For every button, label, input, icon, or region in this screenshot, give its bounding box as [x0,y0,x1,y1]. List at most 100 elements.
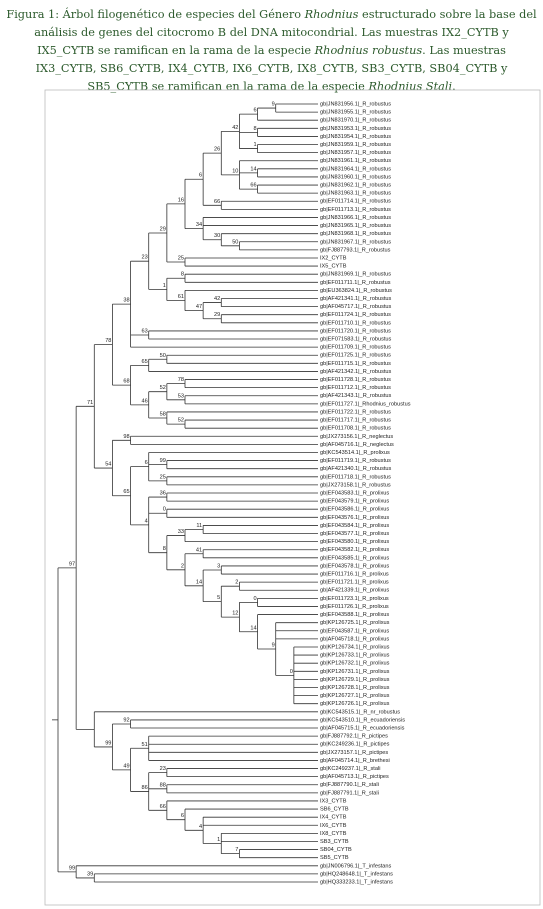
bootstrap-value: 88 [160,782,166,788]
bootstrap-value: 23 [141,255,147,261]
bootstrap-value: 11 [196,523,202,529]
leaf-label: gb|EF011724.1|_R_robustus [320,312,391,318]
leaf-label: IX4_CYTB [320,815,347,821]
bootstrap-value: 29 [160,226,166,232]
caption-text: estructurado sobre la base del análisis … [34,8,537,57]
leaf-label: gb|EF043583.1|_R_prolixus [320,490,389,496]
bootstrap-value: 2 [235,580,238,586]
bootstrap-value: 78 [105,338,111,344]
leaf-label: gb|KC249236.1|_R_pictipes [320,742,390,748]
figure-frame [44,89,541,906]
leaf-label: gb|AF421340.1|_R_robustus [320,466,392,472]
bootstrap-value: 38 [123,298,129,304]
bootstrap-value: 41 [196,547,202,553]
bootstrap-value: 52 [178,418,184,424]
leaf-label: gb|JN831963.1|_R_robustus [320,191,391,197]
bootstrap-value: 8 [181,272,184,278]
leaf-label: gb|EF011725.1|_R_robustus [320,353,391,359]
leaf-label: IX8_CYTB [320,831,347,837]
leaf-label: gb|EF011718.1|_R_robustus [320,474,391,480]
bootstrap-value: 61 [178,294,184,300]
bootstrap-value: 26 [214,147,220,153]
leaf-label: gb|EF011712.1|_R_robustus [320,385,391,391]
leaf-label: gb|EF011715.1|_R_robustus [320,361,391,367]
leaf-label: gb|KC543510.1|_R_ecuadoriensis [320,717,405,723]
leaf-label: gb|AF421341.1|_R_robustus [320,296,392,302]
caption-text: Figura 1: Árbol filogenético de especies… [6,8,305,21]
leaf-label: IX6_CYTB [320,823,347,829]
leaf-label: gb|EF043587.1|_R_prolixus [320,628,389,634]
leaf-label: IX5_CYTB [320,264,347,270]
bootstrap-value: 4 [199,824,202,830]
leaf-label: gb|FJ887791.1|_R_stali [320,790,379,796]
leaf-label: gb|AF045714.1|_R_brethesi [320,758,390,764]
leaf-label: gb|JX273157.1|_R_pictipes [320,750,388,756]
leaf-label: gb|KC543514.1|_R_prolixus [320,450,390,456]
leaf-label: SB5_CYTB [320,855,349,861]
leaf-label: gb|HQ333233.1|_T_infestans [320,879,393,885]
leaf-label: gb|FJ887793.1|_R_robustus [320,247,391,253]
bootstrap-value: 2 [181,563,184,569]
leaf-label: IX3_CYTB [320,798,347,804]
leaf-label: gb|EF043586.1|_R_prolixus [320,507,389,513]
leaf-label: gb|KP126732.1|_R_prolixus [320,661,390,667]
leaf-label: gb|KP126729.1|_R_prolixus [320,677,390,683]
leaf-label: gb|AF045713.1|_R_pictipes [320,774,389,780]
leaf-label: gb|EF011721.1|_R_prolixus [320,580,389,586]
bootstrap-value: 99 [69,865,75,871]
bootstrap-value: 10 [232,168,238,174]
leaf-label: gb|EF011713.1|_R_robustus [320,207,391,213]
leaf-label: gb|KP126733.1|_R_prolixus [320,653,390,659]
bootstrap-value: 50 [160,353,166,359]
bootstrap-value: 16 [178,197,184,203]
leaf-label: gb|EF011710.1|_R_robustus [320,320,391,326]
leaf-label: gb|EF011728.1|_R_robustus [320,377,391,383]
leaf-label: gb|JN831957.1|_R_robustus [320,150,391,156]
bootstrap-value: 46 [141,398,147,404]
bootstrap-value: 1 [163,283,166,289]
bootstrap-value: 0 [163,507,166,513]
bootstrap-value: 6 [181,813,184,819]
leaf-label: gb|AF045718.1|_R_prolixus [320,636,389,642]
leaf-label: gb|EF043588.1|_R_prolixus [320,612,389,618]
caption-text: . [452,80,456,93]
bootstrap-value: 66 [160,804,166,810]
leaf-label: gb|KP126728.1|_R_prolixus [320,685,390,691]
bootstrap-value: 39 [87,871,93,877]
leaf-label: gb|EF011716.1|_R_prolixus [320,572,389,578]
leaf-label: gb|EF043582.1|_R_prolixus [320,547,389,553]
bootstrap-value: 86 [141,785,147,791]
bootstrap-value: 97 [69,561,75,567]
bootstrap-value: 65 [141,359,147,365]
bootstrap-value: 99 [160,458,166,464]
leaf-label: gb|FJ887790.1|_R_stali [320,782,379,788]
leaf-label: gb|JN831965.1|_R_robustus [320,223,391,229]
bootstrap-value: 49 [123,763,129,769]
leaf-label: gb|EF011726.1|_R_prolixus [320,604,389,610]
bootstrap-value: 65 [123,489,129,495]
leaf-label: gb|AF045717.1|_R_robustus [320,304,392,310]
bootstrap-value: 5 [217,595,220,601]
leaf-label: gb|EF011717.1|_R_robustus [320,418,391,424]
leaf-label: gb|EF043577.1|_R_prolixus [320,531,389,537]
bootstrap-value: 51 [141,742,147,748]
leaf-label: gb|EF043578.1|_R_prolixus [320,563,389,569]
leaf-label: gb|JN831961.1|_R_robustus [320,158,391,164]
bootstrap-value: 92 [123,717,129,723]
leaf-label: gb|KC543515.1|_R_nr_robustus [320,709,400,715]
bootstrap-value: 7 [235,847,238,853]
leaf-label: gb|EF043576.1|_R_prolixus [320,515,389,521]
bootstrap-value: 50 [232,239,238,245]
leaf-label: gb|JX273158.1|_R_robustus [320,482,391,488]
caption: Figura 1: Árbol filogenético de especies… [6,6,537,96]
leaf-label: gb|JN831964.1|_R_robustus [320,166,391,172]
leaf-label: gb|AF421343.1|_R_robustus [320,393,392,399]
leaf-label: gb|EF043584.1|_R_prolixus [320,523,389,529]
bootstrap-value: 14 [250,625,256,631]
leaf-label: gb|HQ248648.1|_T_infestans [320,871,393,877]
bootstrap-value: 4 [145,518,148,524]
bootstrap-value: 33 [178,529,184,535]
bootstrap-value: 63 [141,328,147,334]
leaf-label: gb|AF421339.1|_R_prolixus [320,588,389,594]
